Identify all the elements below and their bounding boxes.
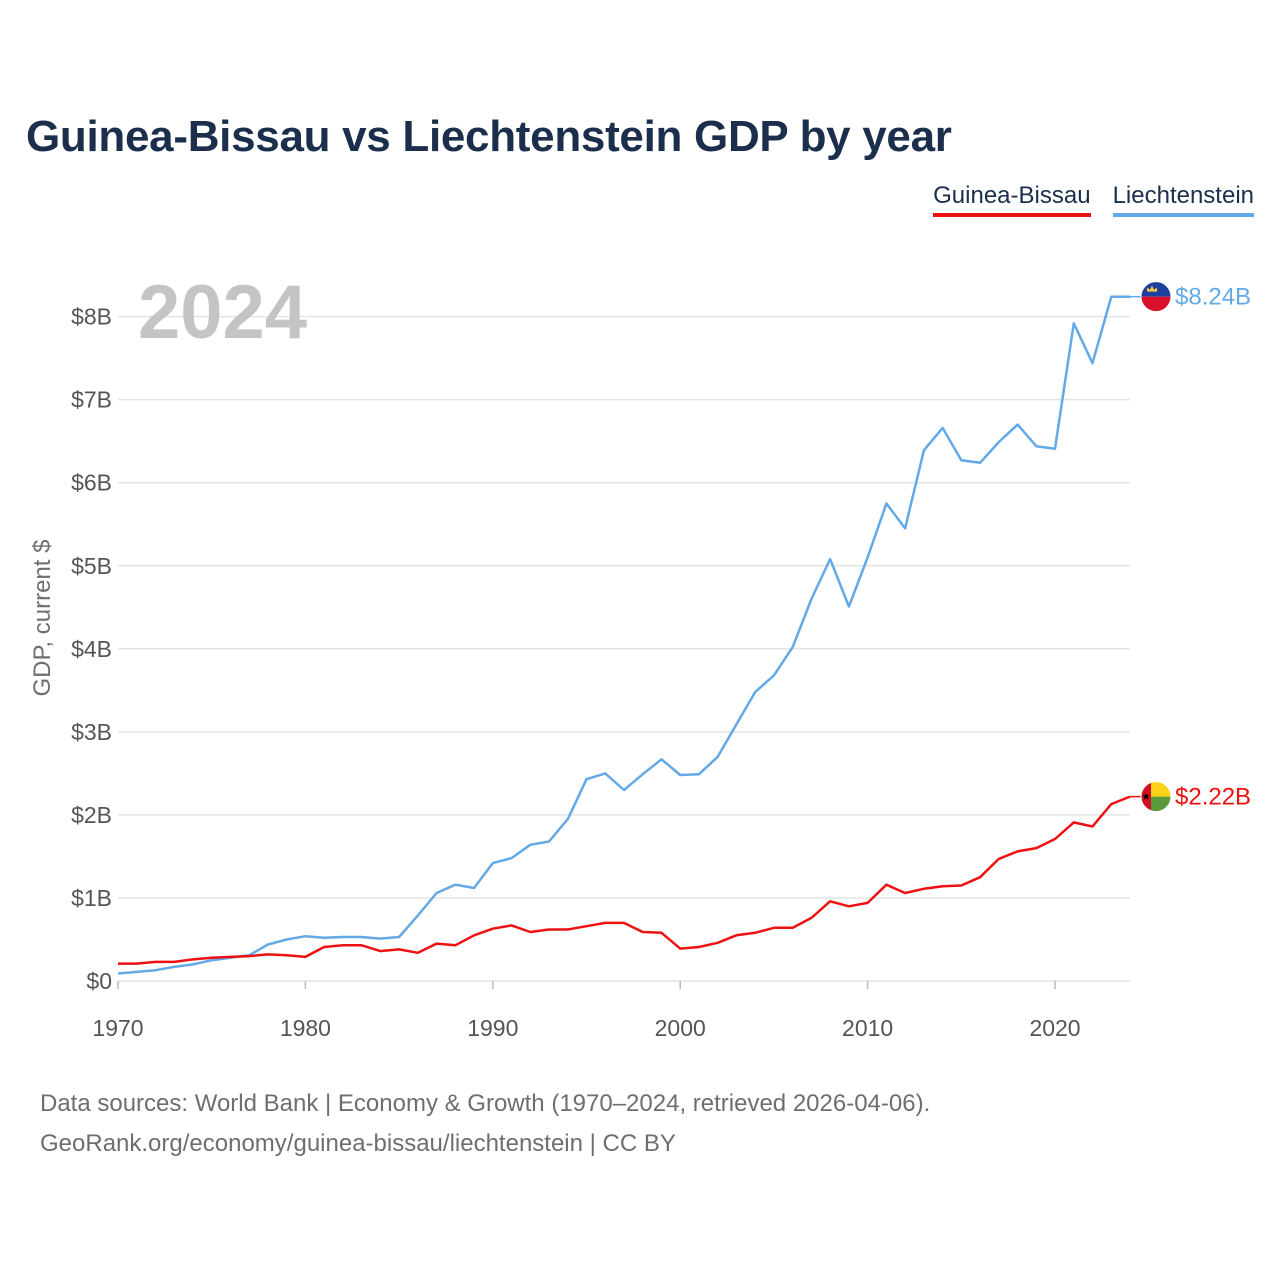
page-title: Guinea-Bissau vs Liechtenstein GDP by ye… [26,112,952,161]
legend-item-guinea-bissau[interactable]: Guinea-Bissau [933,182,1091,217]
y-axis-label: GDP, current $ [29,540,56,697]
y-tick-label: $3B [71,719,112,745]
y-tick-label: $6B [71,470,112,496]
series-line-liechtenstein [117,295,1130,975]
end-label-liechtenstein: $8.24B [1175,284,1251,311]
x-tick-label: 1980 [280,1015,331,1041]
y-tick-label: $2B [71,802,112,828]
x-tick-label: 2010 [842,1015,893,1041]
guinea-bissau-flag-icon [1140,781,1172,813]
x-tick-label: 1970 [92,1015,143,1041]
y-tick-label: $8B [71,304,112,330]
liechtenstein-flag-icon [1140,281,1172,313]
series-line-guinea-bissau [118,795,1131,965]
x-axis-ticks: 1970 1980 1990 2000 2010 2020 [92,981,1081,1041]
footer-attribution[interactable]: GeoRank.org/economy/guinea-bissau/liecht… [40,1130,676,1157]
end-label-guinea-bissau: $2.22B [1175,784,1251,811]
chart-legend: Guinea-Bissau Liechtenstein [933,182,1254,217]
y-tick-label: $0 [86,968,112,994]
y-tick-label: $4B [71,636,112,662]
y-tick-label: $1B [71,885,112,911]
x-tick-label: 2020 [1029,1015,1080,1041]
year-watermark: 2024 [138,270,307,355]
legend-item-liechtenstein[interactable]: Liechtenstein [1112,182,1254,217]
x-tick-label: 1990 [467,1015,518,1041]
footer: Data sources: World Bank | Economy & Gro… [40,1084,930,1164]
x-tick-label: 2000 [655,1015,706,1041]
series-endpoints: $8.24B $2.22B [1130,281,1251,813]
series-lines [117,295,1131,975]
y-tick-label: $7B [71,387,112,413]
y-tick-label: $5B [71,553,112,579]
gridlines [118,315,1130,982]
y-axis-ticks: $0 $1B $2B $3B $4B $5B $6B $7B $8B [71,304,112,994]
footer-sources: Data sources: World Bank | Economy & Gro… [40,1090,931,1117]
